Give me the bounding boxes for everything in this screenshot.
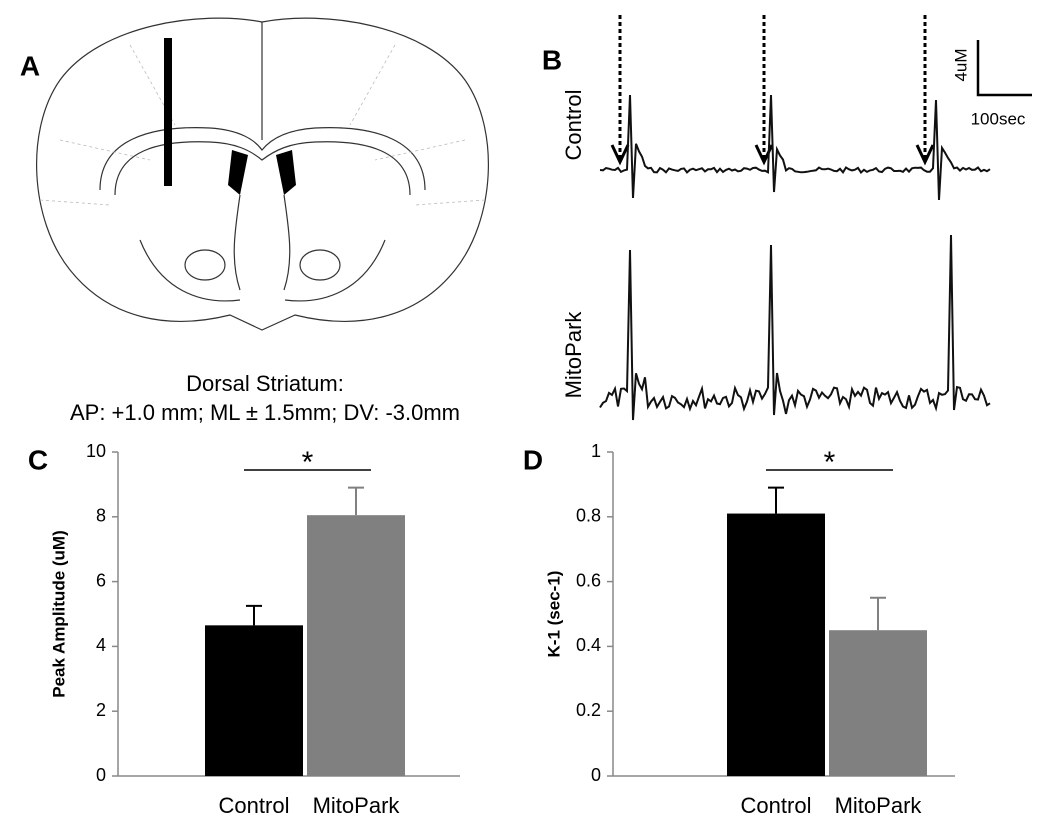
y-tick-label: 0.8 [576, 506, 601, 526]
panel-label: B [542, 44, 562, 75]
panel-label: A [20, 50, 40, 81]
x-tick-label: Control [219, 793, 290, 818]
scale-bar [976, 40, 1032, 97]
y-tick-label: 0 [96, 765, 106, 785]
scale-label: 4uM [951, 48, 970, 81]
y-tick-label: 6 [96, 570, 106, 590]
annotation: * [302, 446, 314, 479]
stimulus-arrows [610, 15, 935, 166]
panel-label: D [523, 444, 543, 475]
y-tick-label: 4 [96, 635, 106, 655]
x-tick-label: Control [741, 793, 812, 818]
x-tick-label: MitoPark [313, 793, 401, 818]
y-tick-label: 0.4 [576, 635, 601, 655]
trace [599, 94, 991, 201]
error-bar [870, 596, 886, 631]
bar [829, 630, 927, 776]
bar [205, 625, 303, 776]
panel-label: C [28, 444, 48, 475]
y-axis-label: Peak Amplitude (uM) [49, 530, 68, 698]
y-tick-label: 0.2 [576, 700, 601, 720]
scale-label: 100sec [971, 109, 1026, 128]
y-tick-label: 1 [591, 441, 601, 461]
error-bar [246, 604, 262, 626]
y-tick-label: 2 [96, 700, 106, 720]
trace-label: Control [561, 90, 586, 161]
trace-label: MitoPark [561, 311, 586, 399]
bar [307, 515, 405, 776]
brain-diagram [36, 17, 489, 331]
bar [727, 513, 825, 776]
error-bar [768, 486, 784, 514]
y-tick-label: 10 [86, 441, 106, 461]
y-tick-label: 8 [96, 506, 106, 526]
y-tick-label: 0 [591, 765, 601, 785]
y-tick-label: 0.6 [576, 570, 601, 590]
caption: AP: +1.0 mm; ML ± 1.5mm; DV: -3.0mm [70, 400, 460, 425]
caption: Dorsal Striatum: [186, 371, 344, 396]
x-tick-label: MitoPark [835, 793, 923, 818]
error-bar [348, 486, 364, 516]
y-axis-label: K-1 (sec-1) [544, 571, 563, 658]
trace [599, 234, 991, 421]
annotation: * [824, 446, 836, 479]
